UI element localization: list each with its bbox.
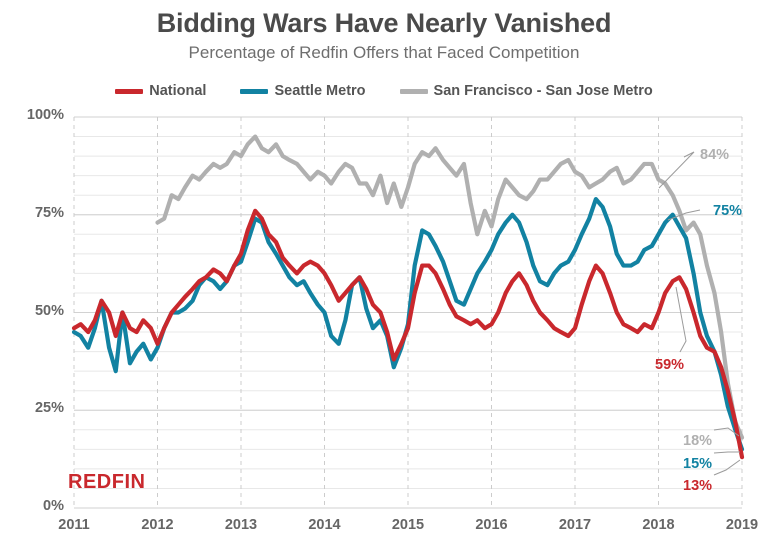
legend-swatch-seattle: [240, 88, 269, 94]
x-axis-tick-2011: 2011: [58, 517, 90, 533]
x-axis-tick-2019: 2019: [725, 517, 759, 533]
annotation-national-13: 13%: [683, 478, 713, 494]
annotation-seattle-75: 75%: [713, 203, 743, 219]
annotation-sf-84: 84%: [700, 147, 730, 163]
annotation-national-59: 59%: [655, 357, 685, 373]
chart-title: Bidding Wars Have Nearly Vanished: [156, 8, 612, 38]
x-axis-tick-2018: 2018: [642, 517, 675, 533]
x-axis-tick-2016: 2016: [475, 517, 508, 533]
legend-item-seattle[interactable]: Seattle Metro: [240, 83, 366, 99]
legend-label-sf: San Francisco - San Jose Metro: [433, 83, 653, 99]
legend-swatch-sf: [399, 88, 428, 94]
x-axis-tick-2017: 2017: [558, 517, 592, 533]
x-axis-tick-2015: 2015: [391, 517, 425, 533]
x-axis-tick-2014: 2014: [308, 517, 341, 533]
annotation-sf-18: 18%: [683, 433, 713, 449]
legend-item-national[interactable]: National: [115, 83, 206, 99]
annotation-seattle-15: 15%: [683, 456, 713, 472]
y-axis-tick-25: 25%: [34, 400, 64, 417]
y-axis-tick-75: 75%: [34, 204, 64, 221]
y-axis-tick-100: 100%: [26, 107, 64, 123]
legend-swatch-national: [115, 88, 144, 94]
gridlines-major: [74, 116, 742, 509]
legend-label-seattle: Seattle Metro: [274, 83, 366, 99]
series-lines: [71, 134, 745, 460]
chart-legend: National Seattle Metro San Francisco - S…: [0, 83, 768, 99]
y-axis-tick-50: 50%: [34, 302, 64, 319]
chart-subtitle: Percentage of Redfin Offers that Faced C…: [188, 43, 580, 62]
x-axis-tick-2013: 2013: [224, 517, 258, 533]
x-axis-tick-2012: 2012: [141, 517, 174, 533]
y-axis: 0% 25% 50% 75% 100%: [0, 0, 64, 542]
legend-label-national: National: [149, 83, 207, 99]
annotation-leaders: [658, 151, 741, 476]
legend-item-sf[interactable]: San Francisco - San Jose Metro: [399, 83, 653, 99]
y-axis-tick-0: 0%: [43, 498, 64, 514]
redfin-logo: Redfin: [68, 463, 146, 495]
